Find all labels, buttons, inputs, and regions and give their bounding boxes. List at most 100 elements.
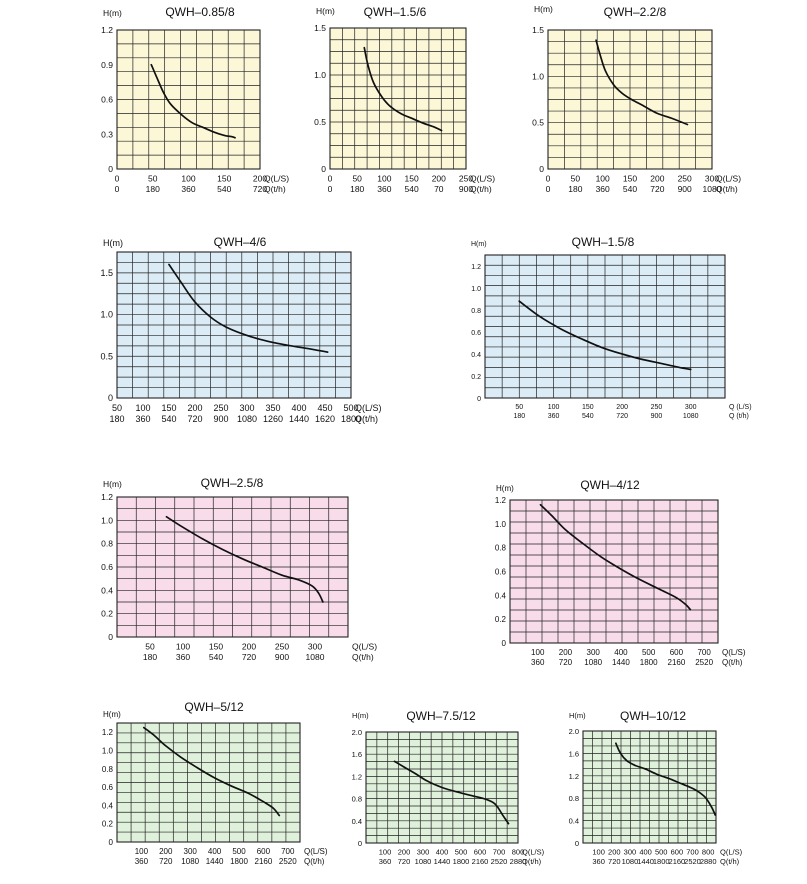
x-tick-label: 300 — [184, 847, 198, 856]
y-tick-label: 1.0 — [100, 310, 113, 320]
plot-frame — [329, 27, 467, 170]
data-point — [411, 117, 413, 119]
data-point — [241, 558, 243, 560]
data-point — [621, 92, 623, 94]
x-tick-label-th: 1800 — [341, 414, 361, 424]
y-axis-label: H(m) — [103, 710, 121, 719]
y-tick-label: 1.5 — [100, 268, 113, 278]
x-tick-label-th: 2520 — [695, 658, 713, 667]
x-tick-label: 100 — [377, 174, 391, 184]
y-tick-label: 0.4 — [352, 817, 362, 826]
x-tick-label: 100 — [176, 642, 190, 652]
x-tick-label-th: 70 — [434, 184, 444, 194]
y-tick-label: 0 — [575, 839, 579, 848]
x-tick-label: 100 — [379, 848, 392, 857]
x-tick-label-th: 1440 — [289, 414, 309, 424]
pump-chart-5: QWH–1.5/8 H(m) 0.2 0.4 0.6 0.8 1.0 1.2 0 50 180 100… — [471, 235, 752, 420]
x-tick-label: 100 — [135, 847, 149, 856]
data-point — [539, 316, 541, 318]
x-tick-label-th: 2160 — [472, 857, 489, 866]
data-point — [153, 734, 155, 736]
x-tick-label-th: 720 — [159, 857, 173, 866]
data-point — [485, 798, 487, 800]
x-tick-label-th: 0 — [328, 184, 333, 194]
data-point — [181, 283, 183, 285]
data-point — [414, 773, 416, 775]
x-tick-label-th: 360 — [181, 184, 195, 194]
data-point — [400, 112, 402, 115]
x-tick-label: 300 — [624, 848, 637, 857]
x-tick-label-th: 360 — [176, 652, 190, 662]
x-axis-unit-ls: Q(L/S) — [722, 648, 746, 657]
data-point — [643, 105, 645, 107]
data-point — [656, 112, 658, 114]
data-point — [600, 346, 603, 348]
x-tick-label: 0 — [546, 174, 551, 184]
x-tick-label-th: 360 — [531, 658, 545, 667]
x-tick-label-th: 2520 — [491, 857, 508, 866]
x-tick-label-th: 720 — [608, 857, 621, 866]
data-point — [230, 135, 232, 138]
y-axis-label: H(m) — [471, 241, 487, 248]
y-axis-label: H(m) — [103, 8, 122, 18]
x-tick-label: 50 — [352, 174, 362, 184]
plot-frame — [547, 29, 713, 170]
data-point — [518, 300, 520, 302]
y-tick-label: 0.8 — [569, 794, 579, 803]
y-tick-label: 1.2 — [495, 496, 507, 505]
x-tick-label: 200 — [432, 174, 446, 184]
data-point — [222, 548, 224, 551]
x-tick-label: 200 — [650, 174, 664, 184]
data-point — [297, 579, 300, 581]
y-tick-label: 0 — [477, 396, 481, 403]
y-tick-label: 0.4 — [569, 817, 579, 826]
x-tick-label-th: 1260 — [263, 414, 283, 424]
y-tick-label: 0.8 — [471, 308, 481, 315]
x-tick-label: 100 — [596, 174, 610, 184]
x-tick-label: 500 — [232, 847, 246, 856]
data-point — [194, 301, 196, 303]
chart-title: QWH–10/12 — [620, 709, 686, 723]
x-tick-label-th: 2520 — [279, 857, 297, 866]
y-tick-label: 0.6 — [102, 783, 114, 792]
chart-title: QWH–2.2/8 — [604, 5, 667, 19]
performance-curve — [518, 300, 692, 371]
x-tick-label: 100 — [531, 648, 545, 657]
x-tick-label-th: 360 — [377, 184, 391, 194]
x-tick-label-th: 1440 — [434, 857, 451, 866]
chart-title: QWH–1.5/8 — [572, 235, 635, 249]
y-tick-label: 0.4 — [471, 352, 481, 359]
x-tick-label: 200 — [159, 847, 173, 856]
x-tick-label-th: 720 — [398, 857, 411, 866]
data-point — [223, 134, 225, 137]
data-point — [317, 592, 319, 594]
data-point — [202, 126, 204, 128]
x-tick-label-th: 180 — [146, 184, 160, 194]
data-point — [690, 368, 692, 370]
x-tick-label: 50 — [571, 174, 581, 184]
data-point — [600, 556, 603, 558]
data-point — [714, 814, 716, 816]
y-tick-label: 1.0 — [314, 70, 326, 80]
data-point — [168, 263, 170, 266]
data-point — [621, 353, 623, 355]
data-point — [288, 344, 290, 347]
x-axis-unit-ls: Q(L/S) — [522, 848, 545, 857]
x-tick-label-th: 2520 — [684, 857, 701, 866]
data-point — [180, 113, 182, 116]
x-tick-label-th: 2880 — [700, 857, 717, 866]
data-point — [686, 123, 689, 126]
chart-title: QWH–7.5/12 — [406, 709, 476, 723]
x-tick-label: 0 — [115, 174, 120, 184]
x-tick-label-th: 0 — [546, 184, 551, 194]
x-axis-unit-ls: Q(L/S) — [352, 642, 377, 652]
data-point — [471, 795, 473, 797]
x-tick-label-th: 540 — [582, 413, 594, 420]
y-tick-label: 1.0 — [495, 520, 507, 529]
y-axis-label: H(m) — [352, 711, 369, 720]
x-tick-label: 300 — [308, 642, 322, 652]
x-axis-unit-ls: Q(L/S) — [304, 847, 328, 856]
